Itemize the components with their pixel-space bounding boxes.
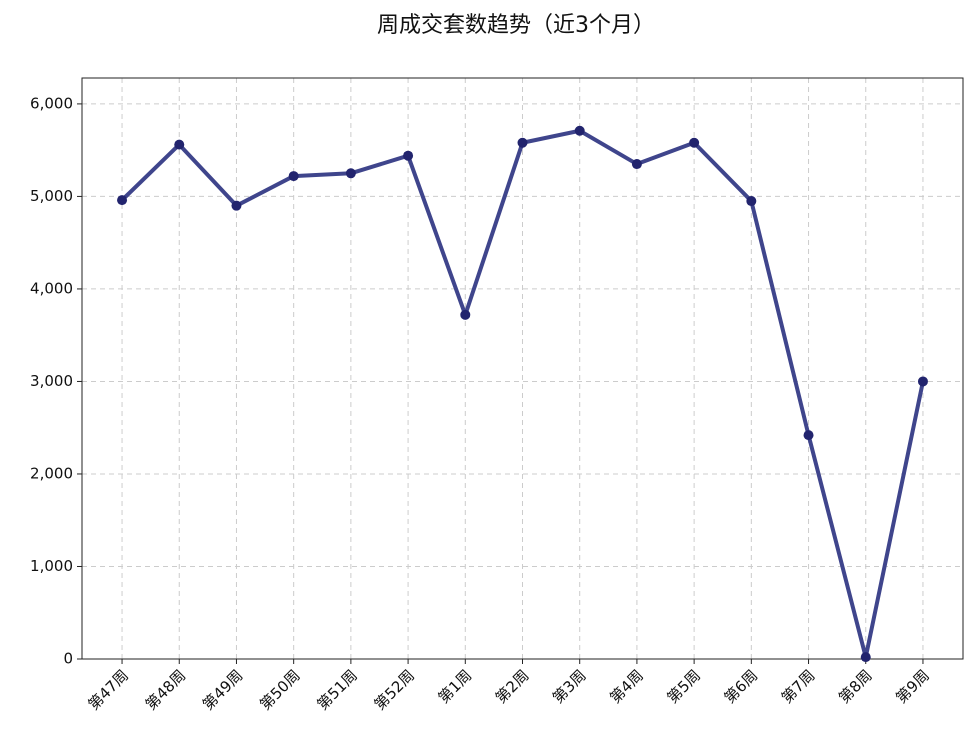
chart-title: 周成交套数趋势（近3个月） [377, 13, 655, 38]
point [345, 168, 356, 179]
x-tick-label: 第5周 [663, 666, 704, 707]
y-tick-label: 0 [63, 650, 73, 668]
point [574, 125, 585, 136]
x-tick-label: 第1周 [435, 666, 476, 707]
point [117, 195, 128, 206]
x-tick-label: 第9周 [892, 666, 933, 707]
x-tick-label: 第4周 [606, 666, 647, 707]
point [746, 196, 757, 207]
x-tick-label: 第7周 [778, 666, 819, 707]
x-tick-label: 第8周 [835, 666, 876, 707]
point [517, 137, 528, 148]
point [860, 652, 871, 663]
x-tick-label: 第3周 [549, 666, 590, 707]
x-tick-label: 第47周 [85, 666, 132, 713]
point [689, 137, 700, 148]
point [174, 139, 185, 150]
y-tick-label: 3,000 [30, 372, 73, 390]
x-tick-label: 第49周 [199, 666, 246, 713]
y-tick-label: 1,000 [30, 557, 73, 575]
point [460, 309, 471, 320]
y-tick-label: 6,000 [30, 94, 73, 112]
plot-frame [81, 77, 964, 660]
point [288, 171, 299, 182]
point [917, 376, 928, 387]
y-tick-label: 2,000 [30, 464, 73, 482]
point [231, 200, 242, 211]
x-tick-label: 第2周 [492, 666, 533, 707]
y-tick-label: 5,000 [30, 187, 73, 205]
point [631, 159, 642, 170]
x-tick-label: 第52周 [371, 666, 418, 713]
point [403, 150, 414, 161]
point [803, 430, 814, 441]
x-tick-label: 第6周 [721, 666, 762, 707]
y-tick-label: 4,000 [30, 279, 73, 297]
x-tick-label: 第48周 [142, 666, 189, 713]
x-tick-label: 第51周 [313, 666, 360, 713]
x-tick-label: 第50周 [256, 666, 303, 713]
